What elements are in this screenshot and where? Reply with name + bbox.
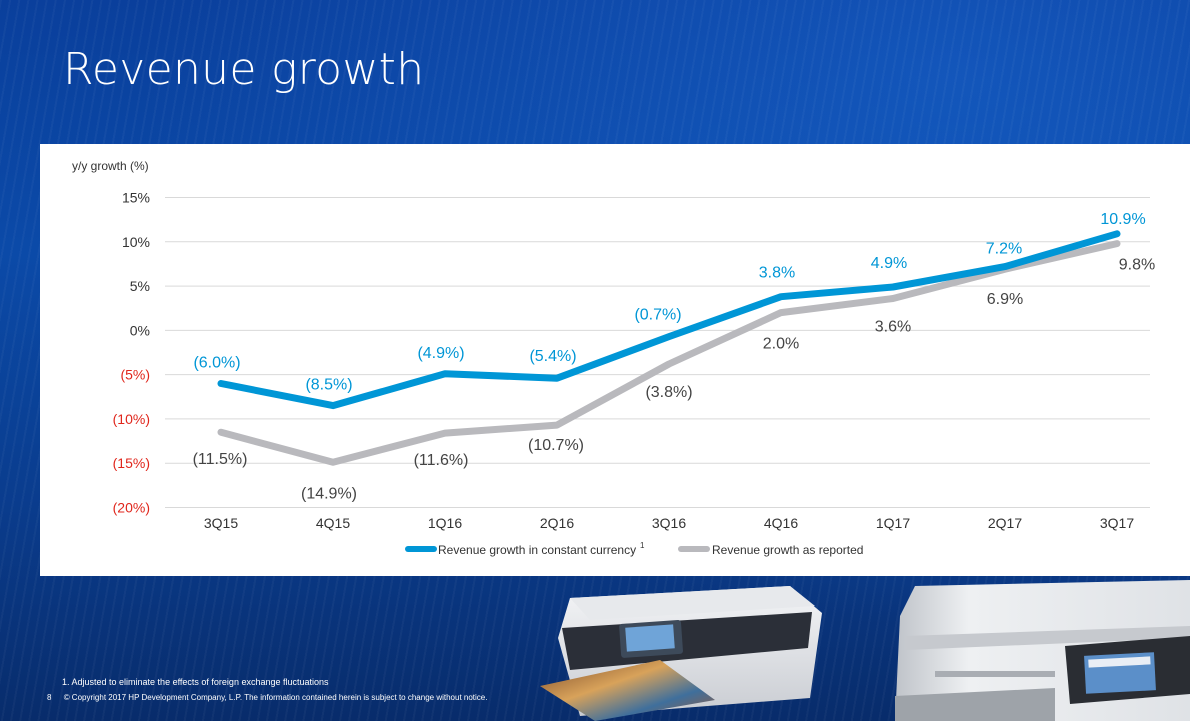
copyright-line: 8 © Copyright 2017 HP Development Compan… [47, 693, 487, 702]
legend-label-as-reported: Revenue growth as reported [712, 543, 863, 557]
data-label-as-reported: (11.5%) [193, 451, 248, 468]
legend-footnote-marker: 1 [640, 541, 645, 550]
x-tick-label: 3Q17 [1100, 515, 1134, 531]
copyright-text: © Copyright 2017 HP Development Company,… [63, 693, 488, 702]
revenue-growth-chart: y/y growth (%) 15% 10% 5% 0% (5%) (10%) (15%) (2… [72, 159, 1155, 557]
data-label-as-reported: (11.6%) [414, 452, 469, 469]
x-tick-label: 4Q15 [316, 515, 350, 531]
data-label-constant-currency: (0.7%) [634, 307, 681, 324]
y-tick-label: (15%) [113, 455, 150, 471]
x-tick-label: 1Q16 [428, 515, 462, 531]
page-title: Revenue growth [63, 44, 425, 95]
data-label-as-reported: 9.8% [1119, 257, 1155, 274]
data-label-as-reported: (3.8%) [645, 384, 692, 401]
chart-panel: y/y growth (%) 15% 10% 5% 0% (5%) (10%) (15%) (2… [40, 144, 1190, 576]
y-tick-label: 0% [130, 322, 150, 338]
y-tick-label: 10% [122, 234, 150, 250]
data-label-as-reported: 3.6% [875, 318, 911, 335]
y-tick-label: 15% [122, 190, 150, 206]
x-tick-label: 4Q16 [764, 515, 798, 531]
data-label-constant-currency: 10.9% [1100, 211, 1145, 228]
x-tick-label: 2Q17 [988, 515, 1022, 531]
data-label-as-reported: (14.9%) [301, 485, 357, 502]
y-tick-label: 5% [130, 278, 150, 294]
data-label-as-reported: 2.0% [763, 336, 799, 353]
data-label-constant-currency: (6.0%) [193, 355, 240, 372]
data-label-as-reported: 6.9% [987, 291, 1023, 308]
page-number: 8 [47, 693, 52, 702]
x-tick-label: 3Q16 [652, 515, 686, 531]
data-label-constant-currency: 4.9% [871, 255, 907, 272]
x-tick-label: 1Q17 [876, 515, 910, 531]
data-label-constant-currency: (5.4%) [529, 348, 576, 365]
printer-image-left [540, 586, 822, 721]
legend-label-constant-currency: Revenue growth in constant currency [438, 543, 636, 557]
series-line-as-reported [217, 240, 1121, 466]
data-label-constant-currency: 3.8% [759, 265, 795, 282]
printer-image-right [895, 580, 1190, 721]
y-axis-label: y/y growth (%) [72, 159, 149, 173]
data-label-constant-currency: (8.5%) [305, 377, 352, 394]
data-label-constant-currency: 7.2% [986, 241, 1022, 258]
y-tick-label: (10%) [113, 411, 150, 427]
x-tick-label: 3Q15 [204, 515, 238, 531]
footnote: 1. Adjusted to eliminate the effects of … [62, 677, 329, 687]
y-tick-label: (5%) [120, 367, 150, 383]
data-label-as-reported: (10.7%) [528, 437, 584, 454]
data-label-constant-currency: (4.9%) [417, 345, 464, 362]
y-tick-label: (20%) [113, 500, 150, 516]
x-tick-label: 2Q16 [540, 515, 574, 531]
